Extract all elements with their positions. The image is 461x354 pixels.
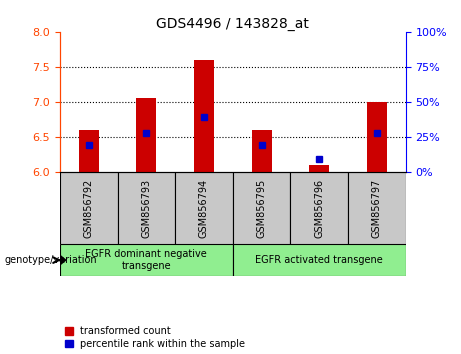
Bar xyxy=(233,244,406,276)
Bar xyxy=(79,130,99,172)
Bar xyxy=(290,172,348,244)
Bar xyxy=(60,172,118,244)
Bar xyxy=(136,98,156,172)
Bar xyxy=(118,172,175,244)
Text: genotype/variation: genotype/variation xyxy=(5,255,97,265)
Bar xyxy=(309,165,329,172)
Bar xyxy=(175,172,233,244)
Bar xyxy=(60,244,233,276)
Text: GSM856797: GSM856797 xyxy=(372,178,382,238)
Bar xyxy=(367,102,387,172)
Legend: transformed count, percentile rank within the sample: transformed count, percentile rank withi… xyxy=(65,326,245,349)
Text: GSM856794: GSM856794 xyxy=(199,178,209,238)
Bar xyxy=(252,130,272,172)
Text: EGFR dominant negative
transgene: EGFR dominant negative transgene xyxy=(85,249,207,271)
Text: GSM856795: GSM856795 xyxy=(257,178,266,238)
Bar xyxy=(194,60,214,172)
Title: GDS4496 / 143828_at: GDS4496 / 143828_at xyxy=(156,17,309,31)
Text: GSM856793: GSM856793 xyxy=(142,178,151,238)
Text: EGFR activated transgene: EGFR activated transgene xyxy=(255,255,383,265)
Text: GSM856792: GSM856792 xyxy=(84,178,94,238)
Polygon shape xyxy=(60,255,65,265)
Bar xyxy=(233,172,290,244)
Bar xyxy=(348,172,406,244)
Text: GSM856796: GSM856796 xyxy=(314,178,324,238)
